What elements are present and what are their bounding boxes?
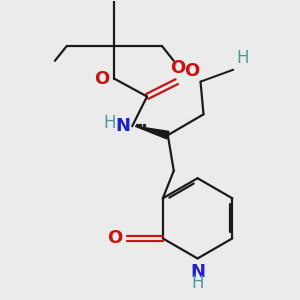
Text: H: H (191, 274, 204, 292)
Text: O: O (107, 230, 123, 247)
Text: N: N (190, 263, 205, 281)
Text: O: O (171, 59, 186, 77)
Text: N: N (116, 117, 131, 135)
Polygon shape (135, 126, 169, 139)
Text: O: O (94, 70, 110, 88)
Text: H: H (236, 49, 249, 67)
Text: O: O (184, 62, 199, 80)
Text: H: H (103, 114, 116, 132)
